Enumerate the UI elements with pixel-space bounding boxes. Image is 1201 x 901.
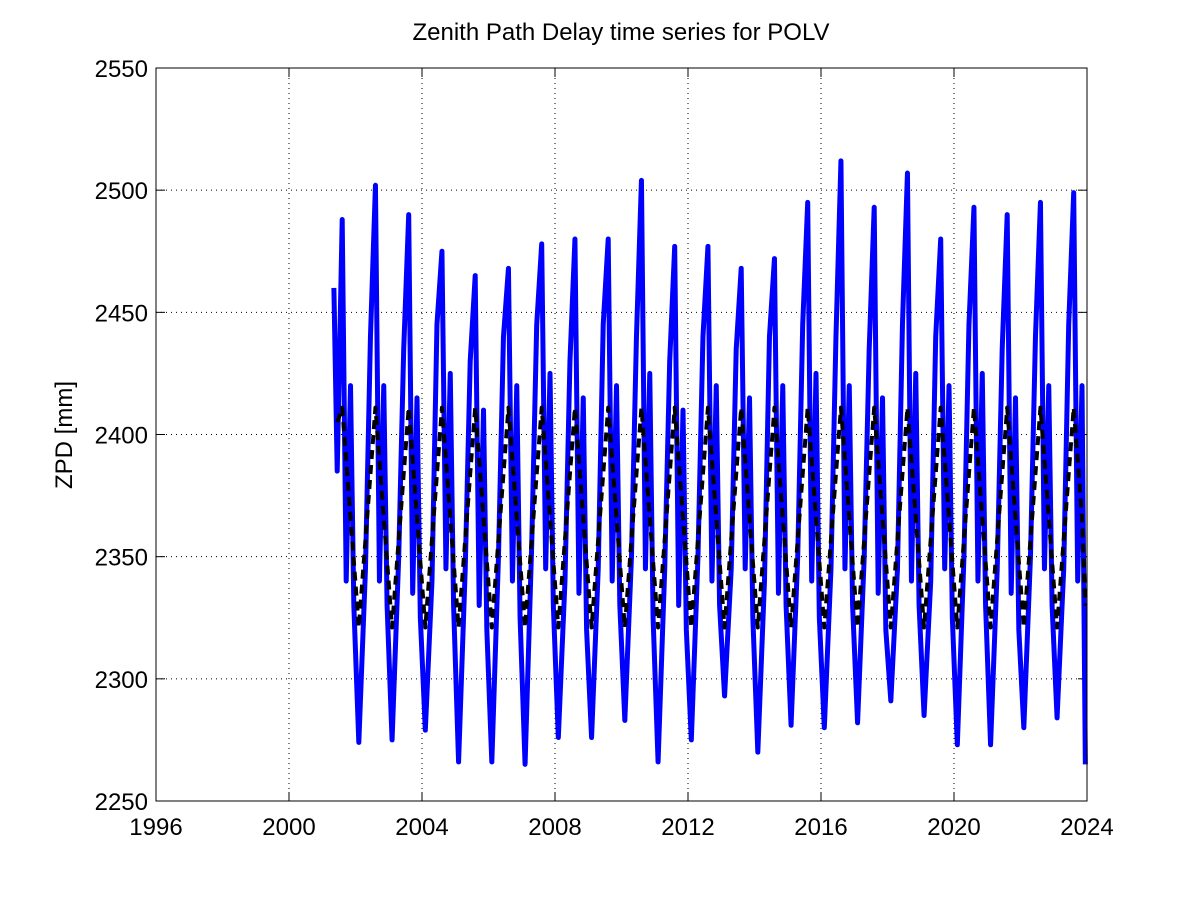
x-tick-label: 2004 (395, 814, 448, 841)
y-tick-label: 2300 (95, 667, 148, 694)
x-tick-label: 2008 (528, 814, 581, 841)
y-tick-label: 2250 (95, 789, 148, 816)
x-tick-label: 2012 (661, 814, 714, 841)
plot-frame (155, 67, 1088, 802)
y-tick-label: 2550 (95, 56, 148, 83)
x-tick-label: 2024 (1060, 814, 1113, 841)
y-tick-label: 2400 (95, 423, 148, 450)
x-tick-label: 2016 (794, 814, 847, 841)
data-line (331, 158, 1088, 767)
y-tick-label: 2450 (95, 300, 148, 327)
chart-title: Zenith Path Delay time series for POLV (412, 19, 829, 46)
x-tick-label: 1996 (129, 814, 182, 841)
model-line (335, 405, 1088, 630)
x-tick-label: 2000 (262, 814, 315, 841)
y-axis-label: ZPD [mm] (51, 381, 78, 489)
x-tick-label: 2020 (927, 814, 980, 841)
y-tick-label: 2350 (95, 545, 148, 572)
y-tick-label: 2500 (95, 178, 148, 205)
